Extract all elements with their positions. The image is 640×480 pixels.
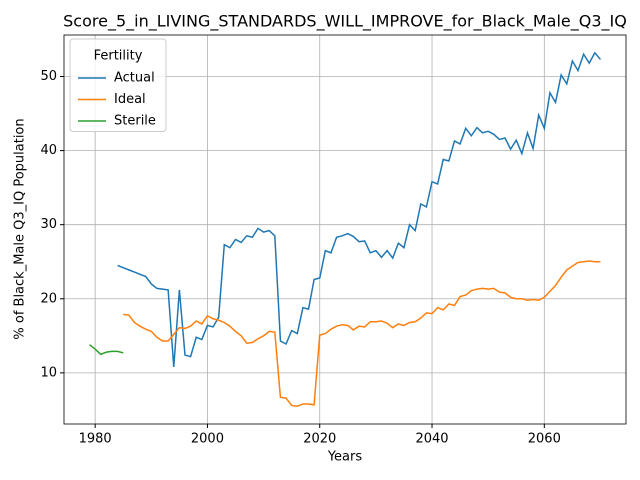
legend-label: Ideal [114,92,146,107]
x-tick-label: 2000 [191,432,224,447]
legend-box [69,38,167,132]
plot-frame [63,34,627,425]
legend-title: Fertility [94,49,143,64]
line-series [89,344,124,356]
line-series [117,51,602,368]
legend-label: Sterile [114,114,156,129]
x-tick-label: 2040 [415,432,448,447]
legend-label: Actual [114,71,155,86]
x-tick-label: 2060 [528,432,561,447]
y-tick-label: 40 [40,143,57,158]
line-series [123,260,601,407]
y-axis-label: % of Black_Male Q3_IQ Population [13,118,28,339]
y-tick-label: 30 [40,217,57,232]
y-tick-label: 20 [40,291,57,306]
chart-title: Score_5_in_LIVING_STANDARDS_WILL_IMPROVE… [63,12,627,32]
y-tick-label: 50 [40,69,57,84]
x-axis-label: Years [327,450,363,465]
y-tick-label: 10 [40,365,57,380]
x-tick-label: 2020 [303,432,336,447]
x-tick-label: 1980 [79,432,112,447]
